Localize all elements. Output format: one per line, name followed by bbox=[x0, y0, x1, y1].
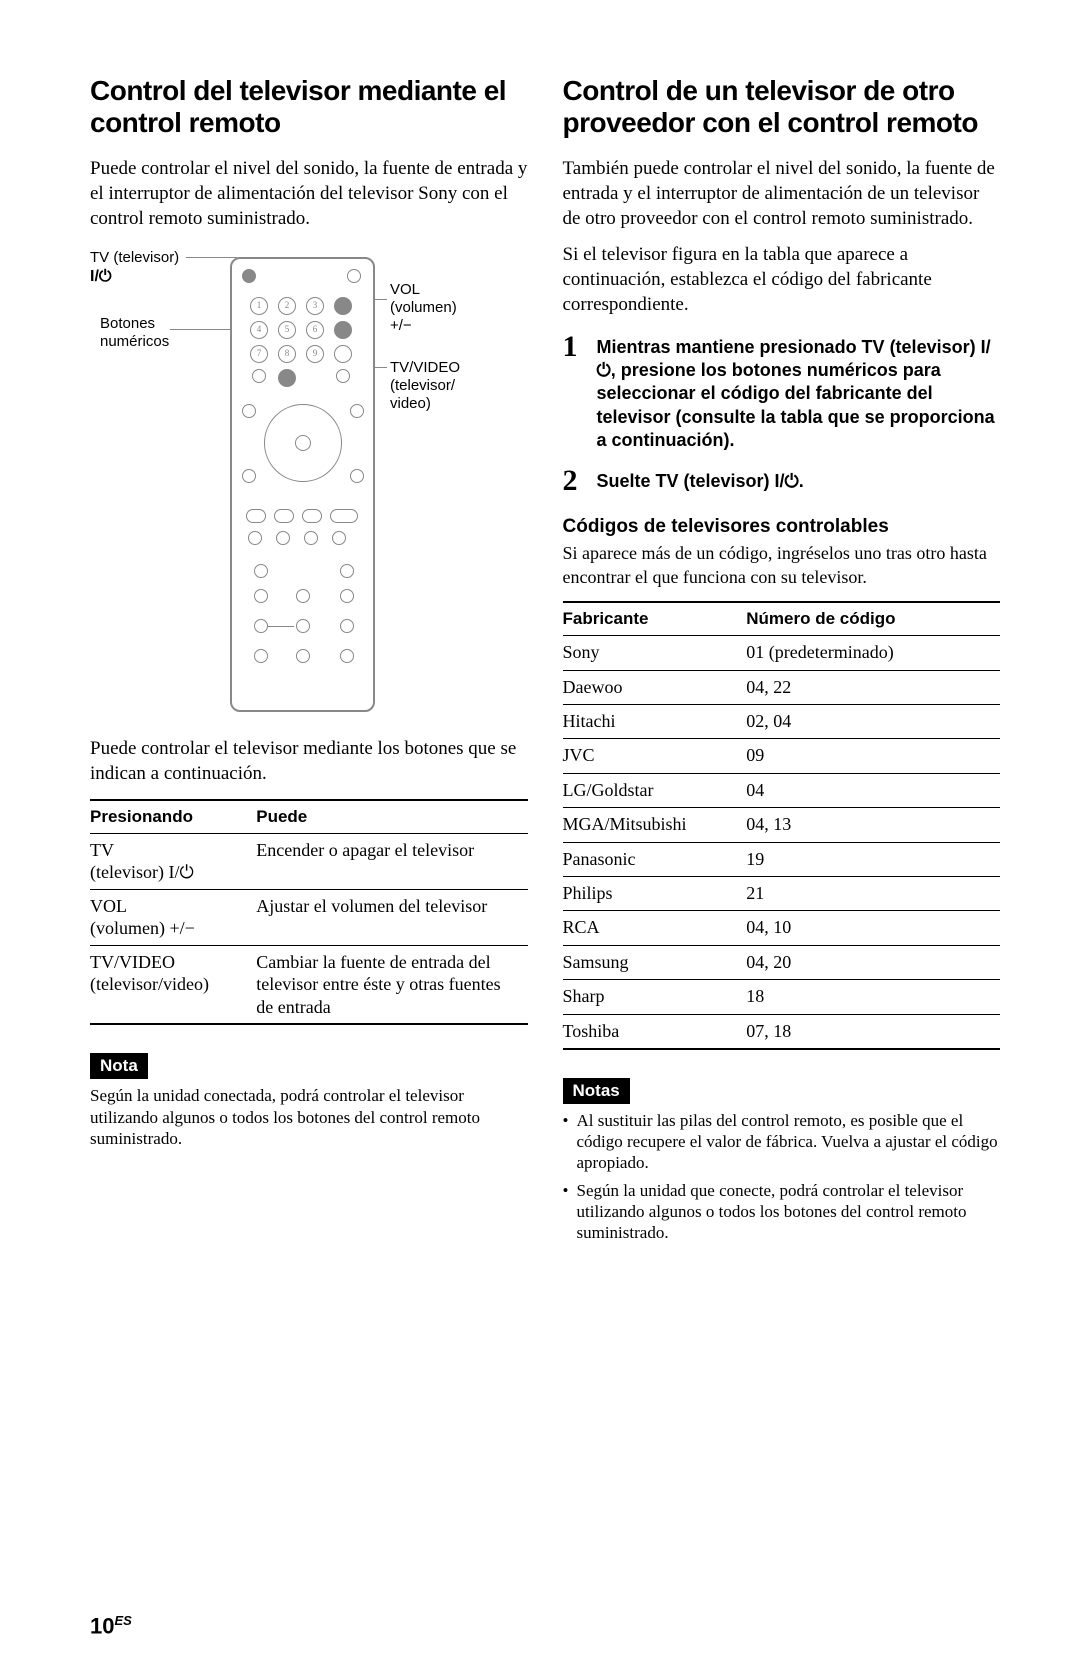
table-row: Philips21 bbox=[563, 876, 1001, 910]
label-tvvideo: TV/VIDEO (televisor/ video) bbox=[390, 359, 460, 413]
codes-head-a: Fabricante bbox=[563, 602, 747, 636]
right-intro-2: Si el televisor figura en la tabla que a… bbox=[563, 243, 1001, 317]
left-title: Control del televisor mediante el contro… bbox=[90, 75, 528, 139]
step-item: 1 Mientras mantiene presionado TV (telev… bbox=[563, 332, 1001, 453]
step-number: 2 bbox=[563, 466, 587, 496]
table-row: RCA04, 10 bbox=[563, 911, 1001, 945]
table-row: TV/VIDEO(televisor/video) Cambiar la fue… bbox=[90, 945, 528, 1024]
table-row: TV(televisor) I/⏻ Encender o apagar el t… bbox=[90, 833, 528, 889]
table-row: MGA/Mitsubishi04, 13 bbox=[563, 808, 1001, 842]
label-vol: VOL (volumen) +/− bbox=[390, 281, 457, 335]
codes-subhead: Códigos de televisores controlables bbox=[563, 516, 1001, 538]
note-text: Según la unidad conectada, podrá control… bbox=[90, 1085, 528, 1149]
func-head-a: Presionando bbox=[90, 800, 256, 834]
table-row: JVC09 bbox=[563, 739, 1001, 773]
label-num-buttons: Botones numéricos bbox=[100, 315, 169, 351]
step-number: 1 bbox=[563, 332, 587, 453]
right-title: Control de un televisor de otro proveedo… bbox=[563, 75, 1001, 139]
remote-diagram: TV (televisor) I/⏻ Botones numéricos VOL… bbox=[90, 249, 528, 719]
label-tv: TV (televisor) I/⏻ bbox=[90, 249, 179, 286]
right-intro-1: También puede controlar el nivel del son… bbox=[563, 157, 1001, 231]
table-row: Sharp18 bbox=[563, 980, 1001, 1014]
table-row: Hitachi02, 04 bbox=[563, 705, 1001, 739]
table-row: Toshiba07, 18 bbox=[563, 1014, 1001, 1049]
left-intro: Puede controlar el nivel del sonido, la … bbox=[90, 157, 528, 231]
codes-table: Fabricante Número de código Sony01 (pred… bbox=[563, 601, 1001, 1050]
notes-list: Al sustituir las pilas del control remot… bbox=[563, 1110, 1001, 1244]
left-column: Control del televisor mediante el contro… bbox=[90, 75, 528, 1249]
function-table: Presionando Puede TV(televisor) I/⏻ Ence… bbox=[90, 799, 528, 1026]
step-text: Suelte TV (televisor) I/⏻. bbox=[597, 466, 804, 496]
notes-badge: Notas bbox=[563, 1078, 630, 1104]
steps-list: 1 Mientras mantiene presionado TV (telev… bbox=[563, 332, 1001, 497]
step-item: 2 Suelte TV (televisor) I/⏻. bbox=[563, 466, 1001, 496]
left-after-diagram: Puede controlar el televisor mediante lo… bbox=[90, 737, 528, 786]
func-head-b: Puede bbox=[256, 800, 527, 834]
codes-head-b: Número de código bbox=[746, 602, 1000, 636]
note-badge: Nota bbox=[90, 1053, 148, 1079]
codes-subtext: Si aparece más de un código, ingréselos … bbox=[563, 542, 1001, 589]
note-item: Al sustituir las pilas del control remot… bbox=[563, 1110, 1001, 1174]
table-row: VOL(volumen) +/− Ajustar el volumen del … bbox=[90, 889, 528, 945]
remote-body: 1 2 3 4 5 6 7 8 9 0 bbox=[230, 257, 375, 712]
note-item: Según la unidad que conecte, podrá contr… bbox=[563, 1180, 1001, 1244]
table-row: LG/Goldstar04 bbox=[563, 773, 1001, 807]
step-text: Mientras mantiene presionado TV (televis… bbox=[597, 332, 1001, 453]
power-icon: I/⏻ bbox=[90, 268, 112, 285]
right-column: Control de un televisor de otro proveedo… bbox=[563, 75, 1001, 1249]
table-row: Sony01 (predeterminado) bbox=[563, 636, 1001, 670]
page-number: 10ES bbox=[90, 1613, 132, 1639]
table-row: Daewoo04, 22 bbox=[563, 670, 1001, 704]
table-row: Samsung04, 20 bbox=[563, 945, 1001, 979]
table-row: Panasonic19 bbox=[563, 842, 1001, 876]
